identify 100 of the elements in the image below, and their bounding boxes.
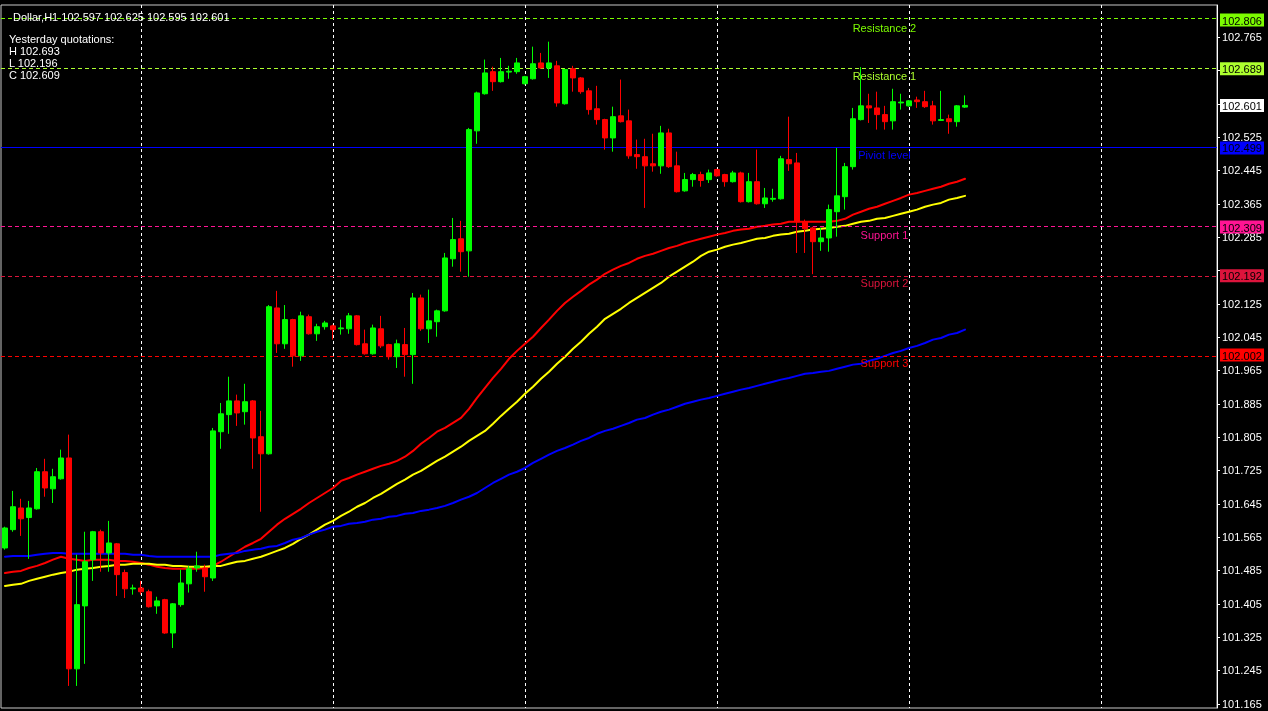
- annotation: C 102.609: [9, 68, 60, 81]
- y-tick-label: 101.965: [1222, 364, 1262, 377]
- ref-line-label: Support 1: [860, 228, 909, 241]
- candlestick: [362, 329, 368, 356]
- ref-line-label: Support 3: [860, 356, 909, 369]
- candlestick: [770, 188, 776, 203]
- candlestick: [18, 498, 24, 537]
- y-tick-label: 101.405: [1222, 597, 1262, 610]
- candlestick: [394, 339, 400, 369]
- candlestick: [90, 530, 96, 582]
- candlestick: [162, 598, 168, 635]
- candlestick: [122, 569, 128, 599]
- candlestick: [346, 312, 352, 335]
- annotation: L 102.196: [9, 56, 58, 69]
- y-tick-label: 102.806: [1222, 14, 1262, 27]
- y-tick-label: 101.565: [1222, 531, 1262, 544]
- y-tick-label: 102.002: [1222, 349, 1262, 362]
- candlestick: [650, 133, 656, 173]
- candlestick: [306, 314, 312, 336]
- candlestick: [2, 526, 8, 551]
- candlestick: [330, 324, 336, 341]
- y-tick-label: 102.499: [1222, 142, 1262, 155]
- candlestick: [186, 565, 192, 594]
- y-tick-label: 102.445: [1222, 164, 1262, 177]
- candlestick: [658, 125, 664, 175]
- candlestick: [50, 468, 56, 504]
- candlestick: [138, 580, 144, 596]
- candlestick: [778, 155, 784, 201]
- candlestick: [506, 65, 512, 80]
- candlestick: [882, 105, 888, 131]
- candlestick: [458, 220, 464, 273]
- annotation: H 102.693: [9, 44, 60, 57]
- candlestick: [546, 41, 552, 79]
- candlestick: [426, 289, 432, 344]
- candlestick: [154, 596, 160, 615]
- candlestick: [250, 399, 256, 470]
- candlestick: [906, 99, 912, 108]
- candlestick: [562, 68, 568, 106]
- ref-line-label: Support 2: [860, 277, 909, 290]
- candlestick: [434, 309, 440, 338]
- candlestick: [146, 589, 152, 609]
- line-series: [4, 328, 966, 558]
- candlestick: [698, 171, 704, 188]
- candlestick: [282, 304, 288, 350]
- candlestick: [842, 162, 848, 211]
- candlestick: [786, 116, 792, 172]
- candlestick: [762, 187, 768, 209]
- candlestick: [10, 490, 16, 533]
- y-tick-label: 101.725: [1222, 464, 1262, 477]
- candlestick: [266, 304, 272, 456]
- candlestick: [298, 311, 304, 362]
- candlestick: [370, 324, 376, 356]
- candlestick: [578, 76, 584, 95]
- candlestick: [498, 57, 504, 84]
- candlestick: [834, 147, 840, 238]
- candlestick: [738, 171, 744, 204]
- candlestick: [210, 427, 216, 582]
- candlestick: [522, 75, 528, 86]
- candlestick: [74, 554, 80, 687]
- ref-line-label: Piviot level: [858, 149, 911, 162]
- candlestick: [570, 65, 576, 93]
- candlestick: [234, 394, 240, 427]
- y-tick-label: 102.601: [1222, 99, 1262, 112]
- candlestick: [482, 59, 488, 96]
- candlestick: [218, 402, 224, 450]
- candlestick: [810, 226, 816, 275]
- candlestick: [474, 91, 480, 145]
- y-tick-label: 101.245: [1222, 664, 1262, 677]
- candlestick: [594, 85, 600, 126]
- candlestick: [586, 87, 592, 116]
- y-tick-label: 101.325: [1222, 631, 1262, 644]
- candlestick: [626, 109, 632, 160]
- candlestick: [338, 319, 344, 336]
- candlestick: [410, 292, 416, 385]
- candlestick: [890, 88, 896, 131]
- candlestick: [170, 602, 176, 649]
- candlestick: [898, 93, 904, 111]
- y-tick-label: 101.645: [1222, 497, 1262, 510]
- candlestick: [706, 169, 712, 184]
- candlestick: [642, 138, 648, 209]
- y-tick-label: 102.309: [1222, 221, 1262, 234]
- candlestick: [746, 172, 752, 204]
- candlestick: [538, 52, 544, 70]
- annotation: Yesterday quotations:: [9, 32, 115, 45]
- candlestick: [954, 104, 960, 128]
- y-tick-label: 102.765: [1222, 31, 1262, 44]
- candlestick: [130, 584, 136, 596]
- y-tick-label: 102.045: [1222, 331, 1262, 344]
- candlestick: [530, 46, 536, 81]
- candlestick: [722, 173, 728, 188]
- candlestick: [418, 294, 424, 332]
- y-tick-label: 102.285: [1222, 231, 1262, 244]
- candlestick: [178, 569, 184, 608]
- candlestick: [922, 90, 928, 109]
- candlestick: [930, 100, 936, 126]
- candlestick: [818, 227, 824, 252]
- candlestick: [946, 114, 952, 135]
- candlestick: [106, 520, 112, 573]
- candlestick: [258, 410, 264, 513]
- candlestick: [58, 449, 64, 481]
